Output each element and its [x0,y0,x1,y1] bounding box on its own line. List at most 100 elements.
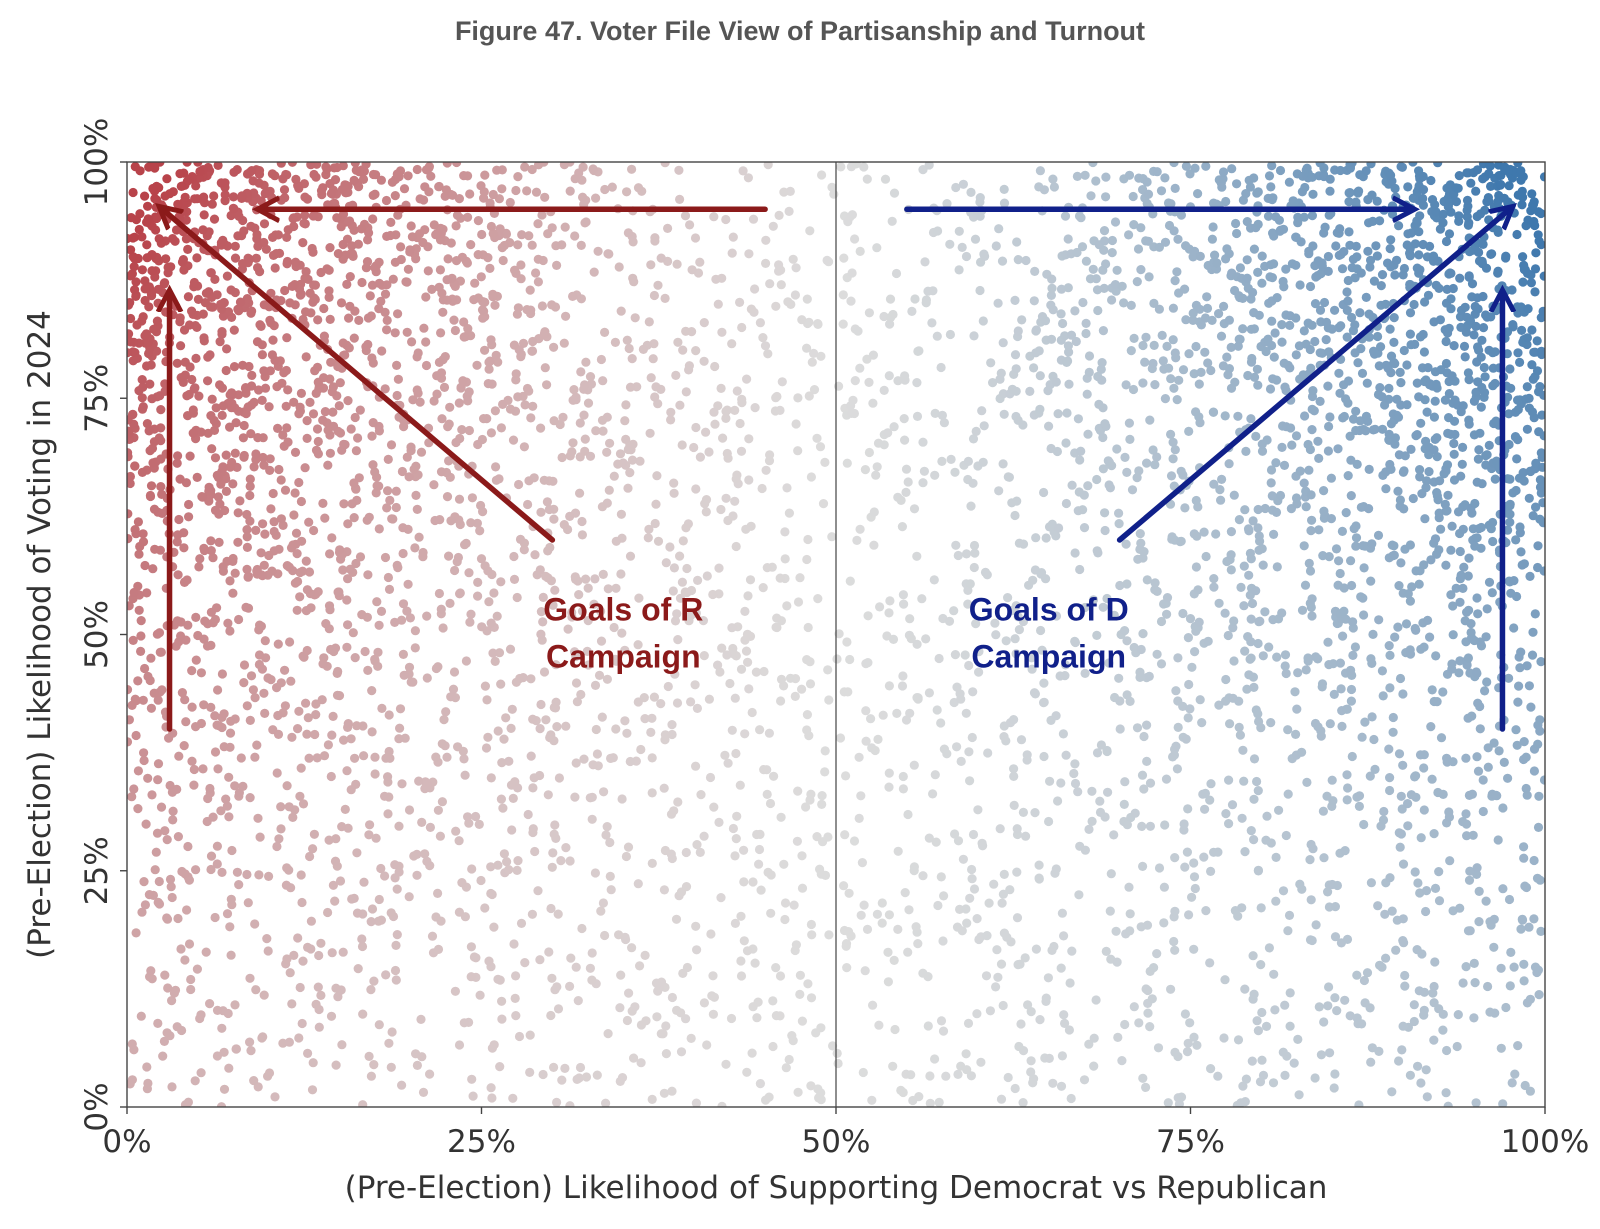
scatter-point [735,780,745,790]
scatter-point [479,414,489,424]
scatter-point [841,771,851,781]
scatter-point [245,481,255,491]
scatter-point [496,679,506,689]
scatter-point [385,495,395,505]
scatter-point [832,1048,842,1058]
scatter-point [1249,372,1260,382]
scatter-point [415,194,425,204]
scatter-point [526,674,536,684]
scatter-point [1522,333,1532,343]
scatter-point [727,623,737,633]
scatter-point [477,305,488,315]
scatter-point [1281,668,1291,679]
scatter-point [532,570,542,580]
scatter-point [721,1059,731,1069]
scatter-point [192,253,202,263]
scatter-point [247,306,257,316]
scatter-point [1044,1053,1054,1063]
scatter-point [187,702,197,712]
scatter-point [1214,700,1224,710]
scatter-point [1266,718,1276,728]
scatter-point [1346,665,1356,675]
scatter-point [699,356,709,366]
scatter-point [949,606,959,616]
scatter-point [1060,1018,1070,1028]
scatter-point [486,888,496,899]
scatter-point [993,298,1003,308]
scatter-point [1394,221,1404,231]
scatter-point [1285,363,1295,373]
scatter-point [267,169,277,179]
scatter-point [1405,596,1415,606]
scatter-point [475,990,485,1000]
scatter-point [704,694,715,704]
scatter-point [1474,917,1484,927]
scatter-point [1419,560,1429,570]
scatter-point [764,728,775,738]
scatter-point [596,636,607,646]
scatter-point [1316,1050,1326,1060]
scatter-point [392,169,402,179]
scatter-point [1461,809,1471,819]
scatter-point [200,298,210,308]
scatter-point [414,532,424,542]
scatter-point [765,279,775,289]
scatter-point [129,784,139,794]
scatter-point [868,1000,878,1010]
scatter-point [154,876,164,887]
scatter-point [425,822,435,833]
scatter-point [1438,687,1448,697]
scatter-point [351,165,361,175]
scatter-point [1070,306,1080,316]
scatter-point [1269,969,1279,979]
scatter-point [1352,459,1362,469]
scatter-point [577,530,588,540]
scatter-point [399,670,409,680]
scatter-point [137,907,147,917]
scatter-point [1533,541,1543,551]
scatter-point [1317,679,1328,689]
scatter-point [1096,364,1106,374]
scatter-point [1234,722,1244,733]
scatter-point [762,563,772,573]
scatter-point [127,1075,137,1085]
scatter-point [583,616,593,626]
scatter-point [1156,186,1167,196]
scatter-point [638,344,649,354]
scatter-point [480,345,490,355]
scatter-point [964,747,974,757]
scatter-point [439,382,450,392]
scatter-point [622,1015,633,1026]
scatter-point [823,665,833,675]
scatter-point [1517,325,1527,335]
scatter-point [1488,517,1498,528]
scatter-point [491,462,501,472]
scatter-point [1472,752,1482,762]
scatter-point [1092,630,1102,641]
scatter-point [1061,750,1071,760]
scatter-point [138,312,148,322]
scatter-point [1340,846,1350,856]
scatter-point [744,434,754,444]
scatter-point [602,674,613,684]
scatter-point [1420,395,1430,405]
scatter-point [1089,1061,1099,1071]
scatter-point [1372,251,1382,261]
scatter-point [1030,808,1040,818]
scatter-point [382,231,392,241]
scatter-point [477,229,487,240]
scatter-point [1396,378,1406,388]
scatter-point [646,373,656,383]
scatter-point [860,966,870,976]
scatter-point [139,748,149,758]
scatter-point [1144,272,1154,282]
scatter-point [751,667,762,677]
scatter-point [553,1004,564,1014]
scatter-point [1284,910,1295,921]
scatter-point [505,197,515,208]
scatter-point [1335,224,1345,234]
scatter-point [779,859,789,869]
scatter-point [768,1041,778,1052]
scatter-point [1270,1005,1280,1015]
scatter-point [360,646,370,657]
